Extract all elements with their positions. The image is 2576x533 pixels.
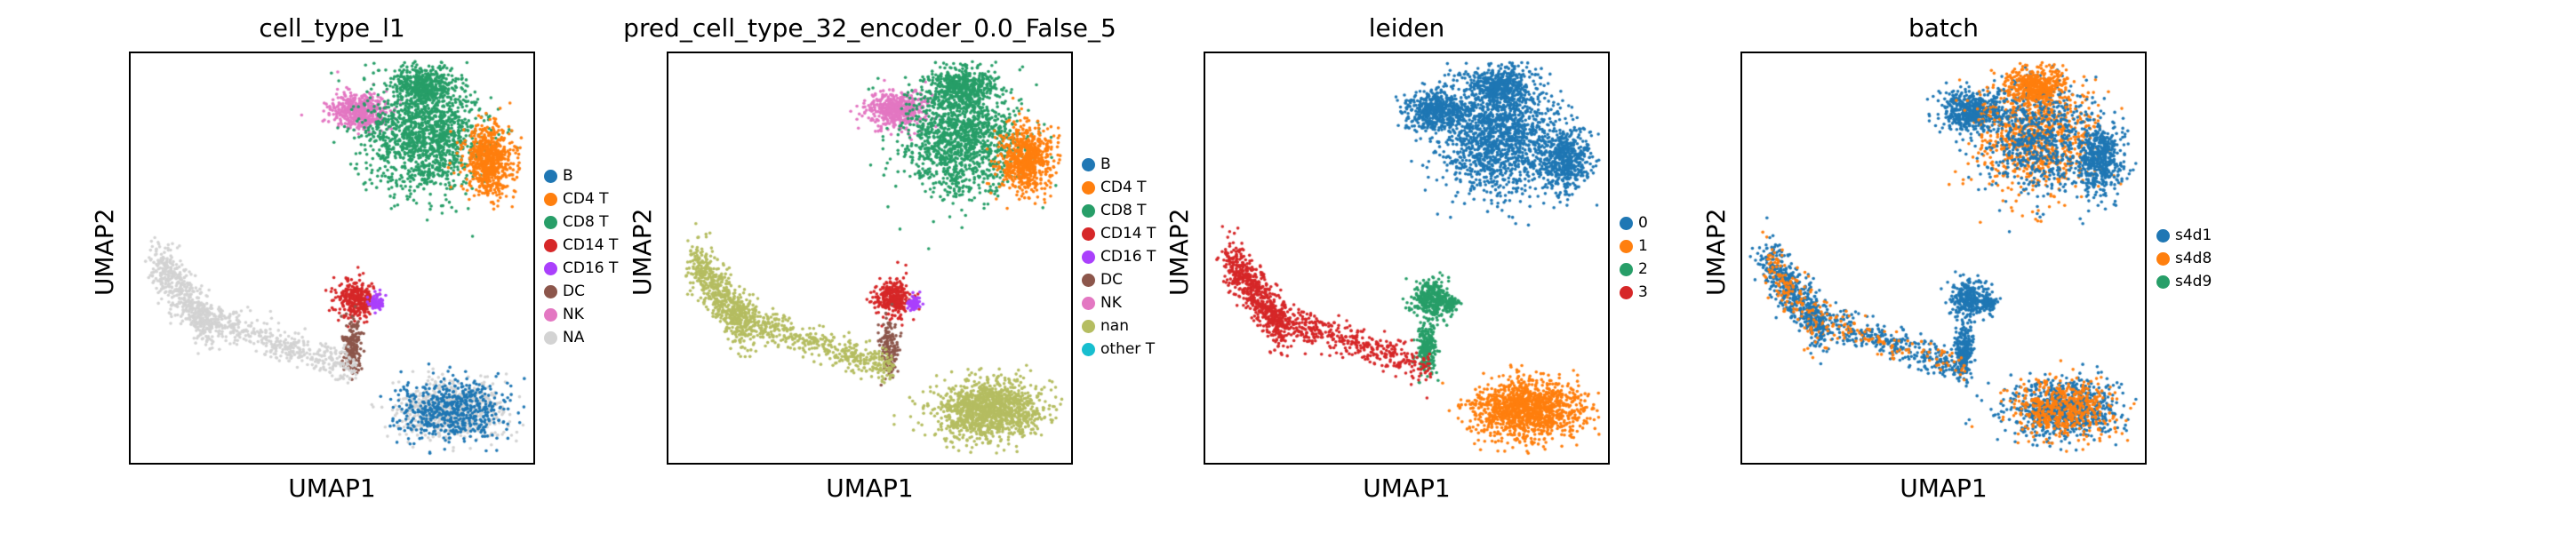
legend-marker [544, 330, 557, 345]
legend-item: s4d9 [2156, 270, 2212, 293]
scatter-plot-area [129, 52, 535, 465]
legend-marker [1082, 296, 1095, 310]
legend-marker [1082, 157, 1095, 171]
legend-marker [544, 238, 557, 252]
legend-marker [544, 307, 557, 322]
y-axis-label: UMAP2 [628, 207, 657, 296]
legend-label: B [1100, 155, 1111, 173]
legend-item: NK [544, 303, 618, 326]
legend-item: CD14 T [544, 234, 618, 257]
chart-title: leiden [1368, 13, 1445, 43]
legend-item: 0 [1620, 211, 1648, 235]
legend-marker [1082, 319, 1095, 333]
legend-marker [1082, 273, 1095, 287]
legend-item: NK [1082, 291, 1156, 314]
legend-marker [1082, 250, 1095, 264]
legend-marker [544, 215, 557, 229]
scatter-points [1205, 53, 1608, 463]
legend-label: NK [1100, 294, 1122, 312]
legend-label: CD4 T [563, 190, 609, 208]
chart-title: pred_cell_type_32_encoder_0.0_False_5 [623, 13, 1116, 43]
legend-label: CD8 T [563, 213, 609, 231]
legend-label: DC [563, 282, 585, 300]
legend-item: CD4 T [1082, 176, 1156, 199]
legend-label: CD16 T [563, 259, 619, 277]
legend-item: CD8 T [1082, 199, 1156, 222]
legend-label: CD8 T [1100, 202, 1147, 219]
legend-item: B [1082, 153, 1156, 176]
legend-label: DC [1100, 271, 1123, 289]
legend-label: s4d9 [2175, 273, 2212, 290]
legend: B CD4 T CD8 T CD14 T CD16 T DC NK nan other T [1082, 153, 1156, 361]
legend-marker [1620, 239, 1633, 253]
legend-marker [1082, 227, 1095, 241]
legend-item: NA [544, 326, 618, 349]
legend-item: 3 [1620, 281, 1648, 304]
legend-label: 2 [1638, 260, 1648, 278]
legend-item: CD16 T [544, 257, 618, 280]
legend: 0 1 2 3 [1620, 211, 1648, 304]
scatter-plot-area [1740, 52, 2147, 465]
y-axis-label: UMAP2 [1701, 207, 1731, 296]
legend-item: DC [544, 280, 618, 303]
legend-marker [1620, 285, 1633, 299]
legend-item: CD4 T [544, 187, 618, 211]
legend-item: CD8 T [544, 211, 618, 234]
legend-label: s4d1 [2175, 227, 2212, 244]
legend-label: CD16 T [1100, 248, 1156, 266]
legend-marker [1620, 216, 1633, 230]
legend: s4d1 s4d8 s4d9 [2156, 224, 2212, 293]
scatter-points [668, 53, 1071, 463]
y-axis-label: UMAP2 [1164, 207, 1194, 296]
legend-label: CD14 T [1100, 225, 1156, 243]
legend-marker [544, 169, 557, 183]
legend-label: s4d8 [2175, 250, 2212, 267]
legend-item: s4d8 [2156, 247, 2212, 270]
x-axis-label: UMAP1 [1363, 473, 1451, 503]
legend: B CD4 T CD8 T CD14 T CD16 T DC NK NA [544, 164, 618, 349]
legend-label: B [563, 167, 573, 185]
legend-marker [1082, 203, 1095, 218]
legend-marker [544, 192, 557, 206]
legend-marker [544, 261, 557, 275]
legend-item: B [544, 164, 618, 187]
legend-item: CD16 T [1082, 245, 1156, 268]
x-axis-label: UMAP1 [1900, 473, 1988, 503]
scatter-plot-area [667, 52, 1073, 465]
scatter-plot-area [1204, 52, 1610, 465]
legend-item: CD14 T [1082, 222, 1156, 245]
legend-label: 0 [1638, 214, 1648, 232]
legend-label: CD4 T [1100, 179, 1147, 196]
legend-item: nan [1082, 314, 1156, 338]
legend-item: s4d1 [2156, 224, 2212, 247]
legend-label: NA [563, 329, 585, 346]
legend-marker [1082, 180, 1095, 195]
legend-item: DC [1082, 268, 1156, 291]
legend-marker [2156, 251, 2170, 266]
y-axis-label: UMAP2 [90, 207, 119, 296]
legend-marker [2156, 274, 2170, 289]
x-axis-label: UMAP1 [826, 473, 914, 503]
legend-label: CD14 T [563, 236, 619, 254]
legend-label: 1 [1638, 237, 1648, 255]
chart-title: cell_type_l1 [259, 13, 405, 43]
legend-item: other T [1082, 338, 1156, 361]
scatter-points [131, 53, 533, 463]
legend-label: other T [1100, 340, 1156, 358]
legend-marker [544, 284, 557, 298]
legend-marker [1082, 342, 1095, 356]
legend-label: 3 [1638, 283, 1648, 301]
legend-label: NK [563, 306, 584, 323]
x-axis-label: UMAP1 [288, 473, 376, 503]
legend-marker [1620, 262, 1633, 276]
chart-title: batch [1908, 13, 1980, 43]
legend-label: nan [1100, 317, 1129, 335]
legend-marker [2156, 228, 2170, 243]
legend-item: 2 [1620, 258, 1648, 281]
scatter-points [1742, 53, 2145, 463]
legend-item: 1 [1620, 235, 1648, 258]
